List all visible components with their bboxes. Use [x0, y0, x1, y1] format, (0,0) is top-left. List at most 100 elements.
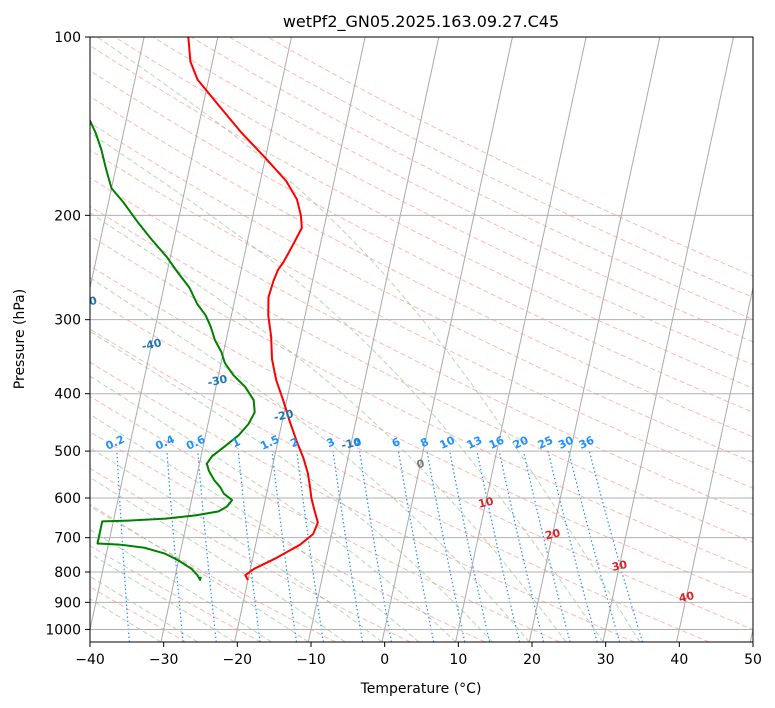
isotherm-line — [90, 37, 219, 632]
x-axis-ticks: −40 −30 −20 −10 0 10 20 30 40 50 — [75, 642, 762, 668]
mixing-ratio-label: 10 — [438, 433, 458, 451]
dry-adiabat-line — [90, 361, 635, 642]
mixing-ratio-line — [426, 450, 466, 642]
isotherm-label: 20 — [544, 526, 562, 542]
mixing-ratio-line — [271, 451, 298, 642]
mixing-ratio-line — [449, 450, 491, 642]
x-tick-label: 40 — [670, 652, 688, 668]
mixing-ratio-label: 13 — [465, 434, 484, 452]
dry-adiabat-line — [90, 95, 753, 438]
mixing-ratio-label: 25 — [536, 434, 555, 452]
mixing-ratio-label: 36 — [577, 433, 597, 451]
line-labels: -100-90-80-70-60-50-40-30-20-10010203040… — [76, 294, 696, 605]
mixing-ratio-line — [588, 450, 644, 642]
isotherm-label: -40 — [141, 336, 164, 353]
y-tick-label: 500 — [54, 444, 81, 460]
y-axis-label: Pressure (hPa) — [12, 289, 28, 389]
isotherm-label: -20 — [273, 407, 296, 424]
background-lines — [90, 37, 753, 642]
dry-adiabat-line — [90, 431, 486, 642]
moist-adiabat-line — [90, 552, 235, 642]
moist-adiabat-line — [90, 476, 346, 642]
x-tick-label: −20 — [223, 652, 253, 668]
isotherm-label: 30 — [611, 558, 629, 574]
dry-adiabat-line — [90, 467, 411, 642]
x-tick-label: 10 — [449, 652, 467, 668]
x-tick-label: 50 — [744, 652, 762, 668]
isotherm-label: 10 — [477, 495, 495, 511]
mixing-ratio-label: 16 — [487, 433, 507, 451]
y-tick-label: 100 — [54, 30, 81, 46]
dry-adiabat-line — [90, 395, 560, 642]
x-axis-label: Temperature (°C) — [360, 681, 482, 697]
dry-adiabat-line — [90, 205, 753, 543]
isotherm-label: -10 — [340, 435, 363, 452]
dry-adiabat-line — [114, 37, 753, 366]
y-tick-label: 800 — [54, 565, 81, 581]
dry-adiabat-line — [90, 122, 753, 463]
isotherm-label: 0 — [415, 457, 426, 471]
pressure-gridlines — [90, 37, 753, 630]
plot-frame — [89, 36, 754, 643]
dry-adiabat-line — [90, 328, 710, 642]
moist-adiabat-line — [90, 413, 420, 642]
mixing-ratio-line — [476, 450, 520, 642]
isotherm-line — [90, 37, 145, 291]
x-tick-label: −30 — [149, 652, 179, 668]
isotherm-line — [528, 37, 661, 642]
dry-adiabat-line — [229, 37, 753, 298]
isotherm-label: -50 — [76, 294, 99, 311]
x-tick-label: 20 — [523, 652, 541, 668]
y-tick-label: 900 — [54, 595, 81, 611]
x-tick-label: −10 — [296, 652, 326, 668]
mixing-ratio-line — [197, 451, 217, 642]
mixing-ratio-line — [397, 450, 435, 642]
dry-adiabat-line — [90, 265, 753, 601]
mixing-ratio-line — [547, 450, 598, 642]
x-tick-label: 0 — [380, 652, 389, 668]
dry-adiabat-line — [90, 235, 753, 572]
mixing-ratio-line — [296, 451, 324, 642]
isotherm-line — [602, 37, 734, 642]
isotherm-label: 40 — [678, 589, 696, 605]
series-line-2 — [90, 118, 256, 581]
dry-adiabat-line — [90, 70, 753, 413]
moist-adiabat-line — [90, 598, 162, 642]
mixing-ratio-label: 20 — [511, 433, 531, 451]
chart-title: wetPf2_GN05.2025.163.09.27.C45 — [283, 12, 559, 32]
y-axis-ticks: 100 200 300 400 500 600 700 800 900 1000 — [45, 30, 90, 638]
isotherm-line — [307, 37, 440, 642]
mixing-ratio-line — [522, 450, 571, 642]
y-tick-label: 600 — [54, 491, 81, 507]
mixing-ratio-line — [332, 451, 364, 642]
isotherm-line — [160, 37, 292, 642]
y-tick-label: 300 — [54, 313, 81, 329]
isotherm-line — [455, 37, 587, 642]
mixing-ratio-line — [237, 451, 261, 642]
moist-adiabat-line — [97, 37, 641, 642]
isotherm-line — [381, 37, 513, 642]
moist-adiabat-line — [90, 375, 456, 642]
moist-adiabat-line — [90, 212, 567, 642]
series-line-1 — [187, 37, 319, 581]
y-tick-label: 1000 — [45, 622, 81, 638]
mixing-ratio-label: 30 — [556, 433, 576, 451]
plot-area — [90, 37, 753, 642]
mixing-ratio-line — [359, 451, 393, 642]
isotherm-label: -30 — [206, 372, 229, 389]
moist-adiabat-line — [90, 132, 604, 642]
moist-adiabat-line — [90, 575, 199, 642]
moist-adiabat-line — [90, 330, 493, 642]
x-tick-label: 30 — [597, 652, 615, 668]
mixing-ratio-line — [568, 450, 621, 642]
moist-adiabat-line — [90, 447, 383, 642]
y-tick-label: 400 — [54, 387, 81, 403]
x-tick-label: −40 — [75, 652, 105, 668]
y-tick-label: 700 — [54, 531, 81, 547]
isotherm-line — [676, 285, 753, 642]
y-tick-label: 200 — [54, 208, 81, 224]
profile-series — [90, 37, 319, 581]
dry-adiabat-line — [152, 37, 753, 343]
